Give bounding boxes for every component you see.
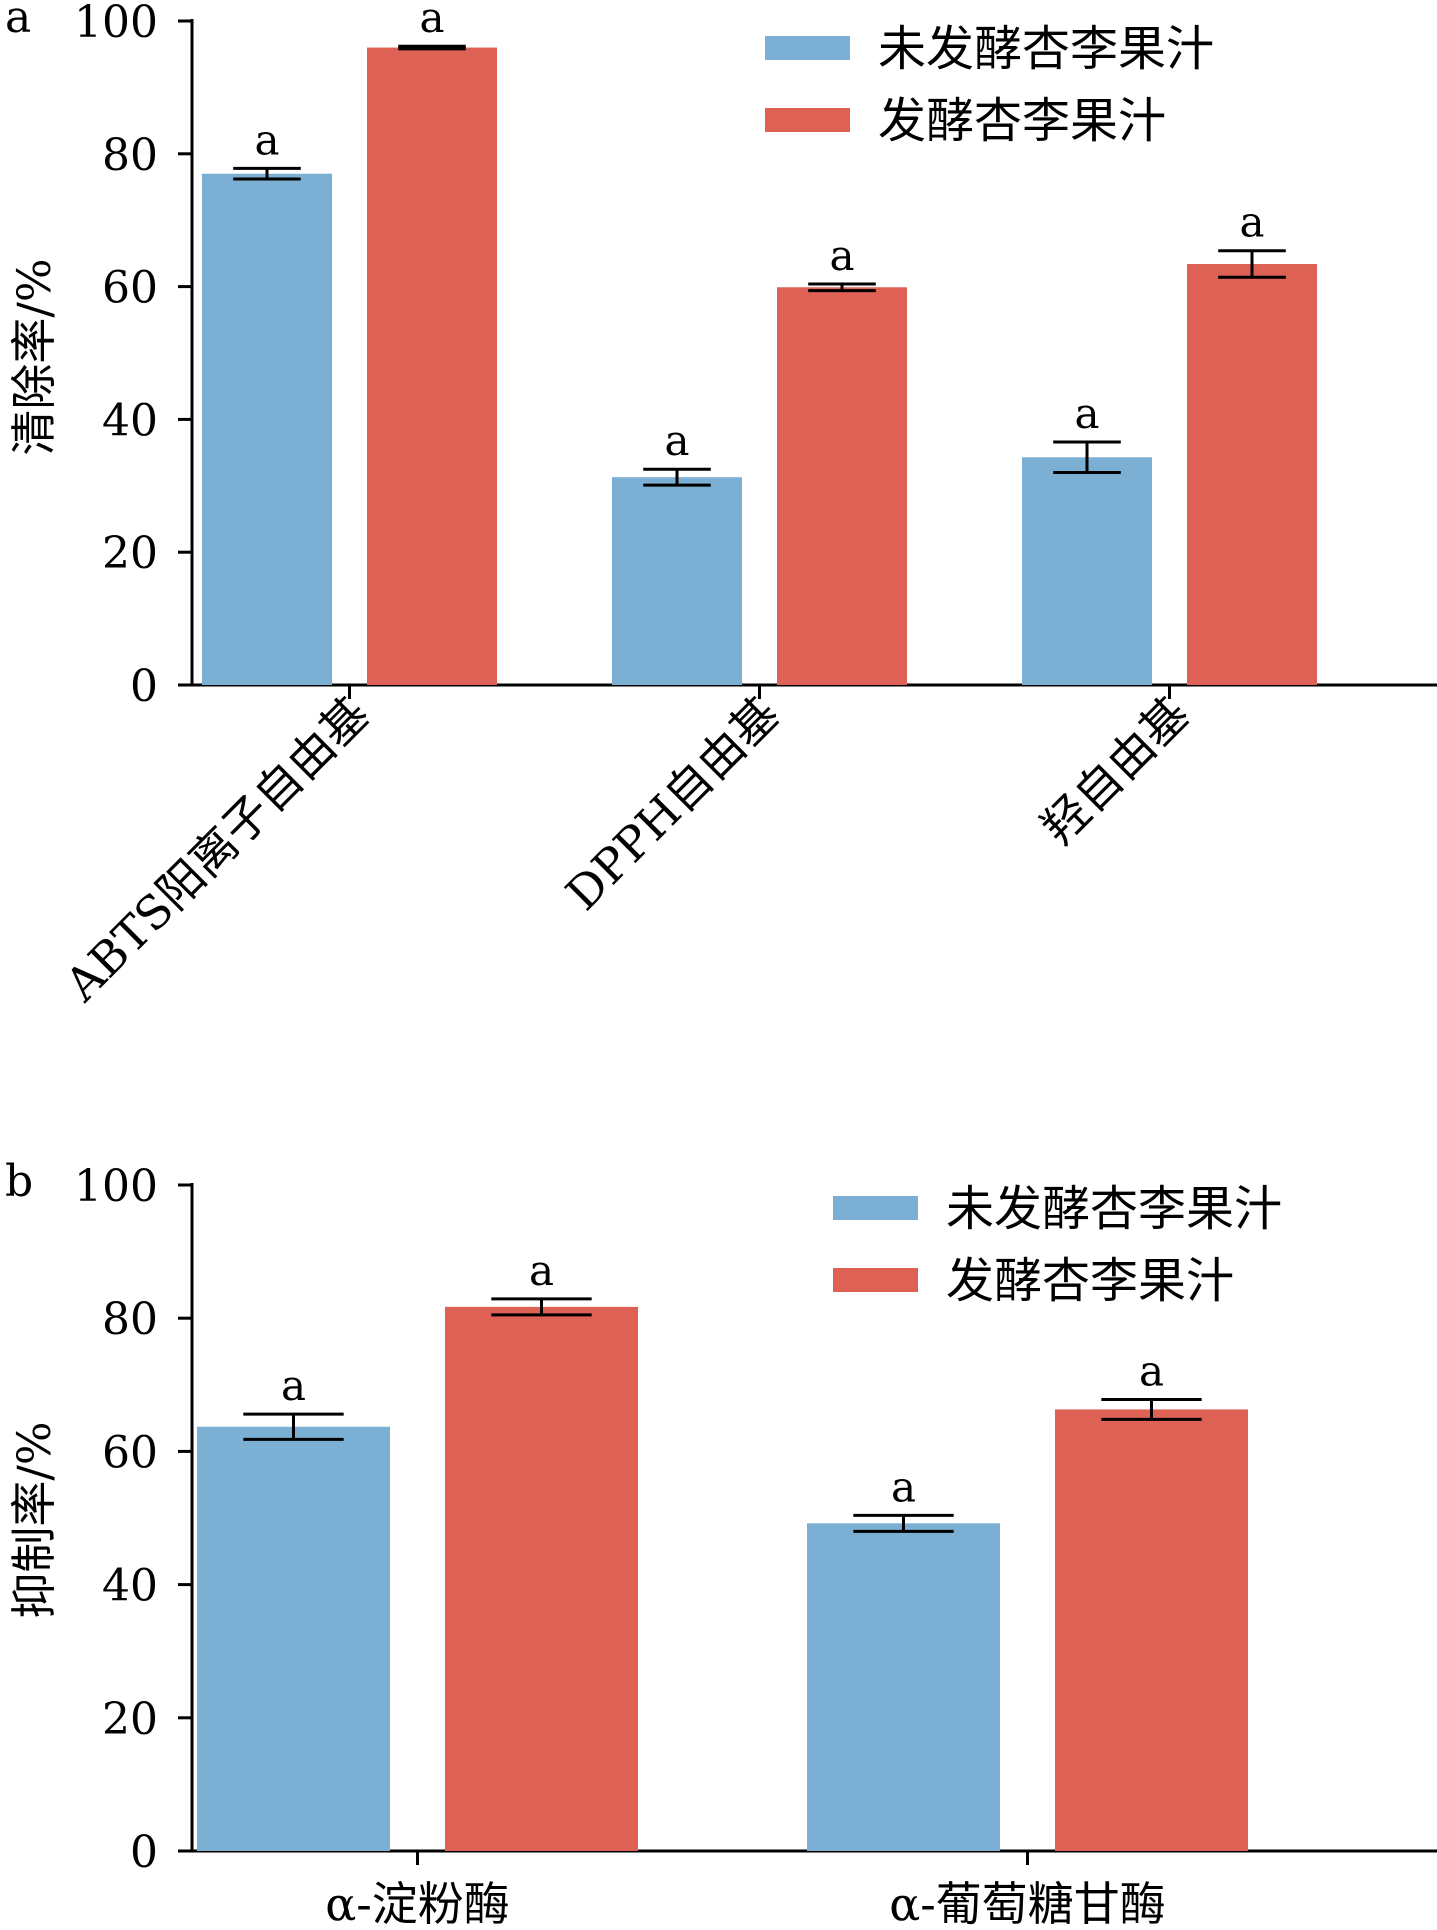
y-tick-label: 40 <box>102 1561 158 1612</box>
legend-label: 发酵杏李果汁 <box>878 93 1166 149</box>
bar <box>1187 264 1317 685</box>
bar <box>445 1306 638 1851</box>
legend-swatch <box>833 1196 918 1220</box>
bar <box>807 1523 1000 1851</box>
significance-label: a <box>419 0 444 42</box>
y-tick-label: 0 <box>130 661 158 712</box>
panel-a-y-axis-title: 清除率/% <box>7 258 61 455</box>
legend-label: 未发酵杏李果汁 <box>878 21 1214 77</box>
legend-label: 未发酵杏李果汁 <box>946 1181 1282 1237</box>
x-category-label: DPPH自由基 <box>555 687 789 921</box>
significance-label: a <box>254 115 279 164</box>
x-category-label: α-淀粉酶 <box>325 1877 510 1930</box>
bar <box>1055 1409 1248 1851</box>
significance-label: a <box>281 1361 306 1410</box>
bar <box>367 47 497 686</box>
panel-b-label: b <box>5 1156 33 1207</box>
legend-swatch <box>765 36 850 60</box>
y-tick-label: 60 <box>102 1427 158 1478</box>
y-tick-label: 40 <box>102 395 158 446</box>
panel-a-label: a <box>5 0 31 43</box>
bar <box>202 173 332 685</box>
bar <box>197 1426 390 1851</box>
bar <box>1022 457 1152 685</box>
y-tick-label: 20 <box>102 1694 158 1745</box>
y-tick-label: 20 <box>102 528 158 579</box>
y-tick-label: 100 <box>74 0 158 48</box>
legend-swatch <box>833 1268 918 1292</box>
significance-label: a <box>829 231 854 280</box>
y-tick-label: 0 <box>130 1827 158 1878</box>
y-tick-label: 60 <box>102 263 158 314</box>
y-tick-label: 100 <box>74 1161 158 1212</box>
x-category-label: 羟自由基 <box>1031 687 1199 855</box>
y-tick-label: 80 <box>102 1294 158 1345</box>
panel-b-y-axis-title: 抑制率/% <box>7 1421 61 1618</box>
significance-label: a <box>1139 1346 1164 1395</box>
significance-label: a <box>891 1462 916 1511</box>
y-tick-label: 80 <box>102 130 158 181</box>
x-category-label: ABTS阳离子自由基 <box>54 687 379 1012</box>
significance-label: a <box>1239 198 1264 247</box>
x-category-label: α-葡萄糖甘酶 <box>889 1877 1166 1930</box>
significance-label: a <box>664 416 689 465</box>
bar <box>777 287 907 685</box>
bar <box>612 477 742 685</box>
significance-label: a <box>529 1246 554 1295</box>
significance-label: a <box>1074 389 1099 438</box>
legend-label: 发酵杏李果汁 <box>946 1253 1234 1309</box>
legend-swatch <box>765 108 850 132</box>
panel-b: b 抑制率/% 0 20 40 60 80 100 a a α-淀粉酶 a a α-葡萄糖甘酶 未发酵杏… <box>5 1156 1437 1930</box>
panel-a: a 清除率/% 0 20 40 60 80 100 a a ABTS阳离子自由基 a a DPPH自由… <box>5 0 1437 1012</box>
